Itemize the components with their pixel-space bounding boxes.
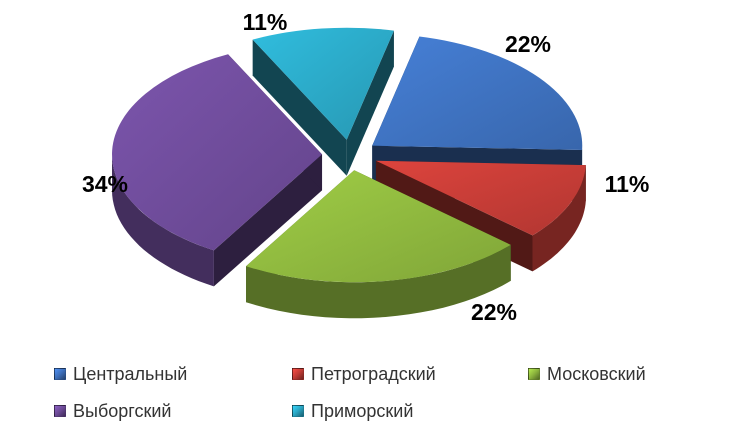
legend-label-1: Петроградский [311, 363, 436, 384]
pie-slice-4 [252, 27, 394, 176]
pie-slices [112, 27, 586, 319]
pie-slice-4-wall-0 [252, 39, 347, 176]
pie-slice-3-top [112, 54, 323, 251]
legend-item-0: Центральный [54, 362, 187, 386]
pie-slice-1 [375, 160, 586, 272]
pie-slice-0-top [372, 36, 583, 150]
pie-slice-3 [112, 54, 323, 287]
chart-legend: Центральный Петроградский Московский Выб… [0, 362, 736, 437]
data-label-0: 22% [505, 31, 551, 57]
legend-swatch-1 [292, 368, 304, 380]
legend-item-3: Выборгский [54, 399, 171, 423]
legend-item-1: Петроградский [292, 362, 436, 386]
pie-slice-1-side-0 [532, 165, 586, 272]
pie-slice-2-side-0 [246, 244, 511, 319]
legend-label-2: Московский [547, 363, 646, 384]
legend-swatch-2 [528, 368, 540, 380]
pie-slice-2 [246, 170, 511, 319]
legend-label-3: Выборгский [73, 400, 172, 421]
legend-swatch-0 [54, 368, 66, 380]
pie-chart: 22% 11% 22% 34% 11% [82, 9, 649, 325]
legend-label-4: Приморский [311, 400, 414, 421]
pie-slice-2-top [246, 170, 511, 283]
data-label-1: 11% [605, 171, 650, 197]
pie-slice-4-wall-1 [346, 30, 394, 176]
data-label-3: 34% [82, 171, 128, 197]
pie-slice-1-top [375, 160, 586, 236]
legend-label-0: Центральный [73, 363, 188, 384]
pie-slice-4-top [252, 27, 394, 140]
legend-swatch-4 [292, 405, 304, 417]
legend-item-2: Московский [528, 362, 646, 386]
pie-data-labels: 22% 11% 22% 34% 11% [82, 9, 649, 325]
pie-slice-3-side-0 [112, 154, 214, 287]
data-label-4: 11% [243, 9, 288, 35]
legend-item-4: Приморский [292, 399, 413, 423]
legend-swatch-3 [54, 405, 66, 417]
pie-slice-3-wall-0 [213, 154, 323, 287]
data-label-2: 22% [471, 299, 517, 325]
